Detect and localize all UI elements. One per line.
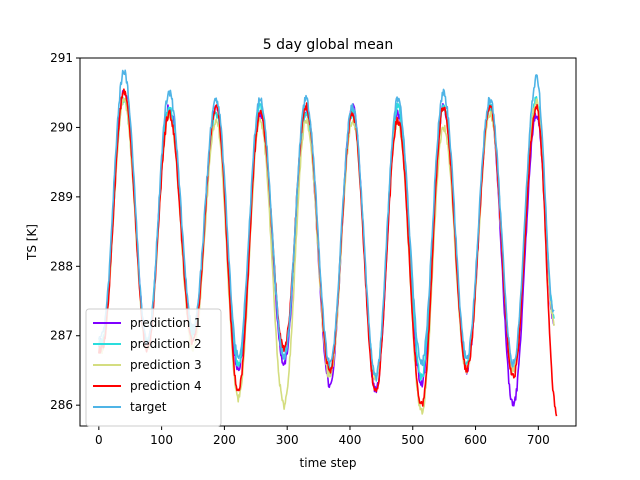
legend-label: prediction 3: [130, 358, 202, 372]
axes-frame: [79, 57, 577, 427]
x-tick-label: 300: [276, 433, 299, 447]
y-axis-label: TS [K]: [25, 224, 39, 261]
legend-label: prediction 2: [130, 337, 202, 351]
y-tick-label: 286: [50, 398, 73, 412]
x-tick-label: 700: [527, 433, 550, 447]
x-tick-label: 600: [464, 433, 487, 447]
chart-title: 5 day global mean: [263, 37, 393, 53]
y-tick-label: 288: [50, 259, 73, 273]
legend-label: target: [130, 400, 167, 414]
y-tick-label: 291: [50, 51, 73, 65]
x-tick-label: 200: [213, 433, 236, 447]
x-axis-ticks: 0 100 200 300 400 500 600 700: [95, 426, 550, 447]
y-tick-label: 287: [50, 329, 73, 343]
legend: prediction 1 prediction 2 prediction 3 pred…: [85, 308, 222, 427]
x-axis-label: time step: [300, 456, 357, 470]
series-line-5: [98, 69, 555, 381]
legend-label: prediction 4: [130, 379, 202, 393]
series-line-4: [98, 88, 558, 417]
y-tick-label: 290: [50, 120, 73, 134]
x-tick-label: 100: [150, 433, 173, 447]
y-axis-ticks: 286 287 288 289 290 291: [50, 51, 80, 412]
x-tick-label: 0: [95, 433, 103, 447]
legend-label: prediction 1: [130, 316, 202, 330]
plot-area: [98, 69, 558, 417]
legend-box: [85, 308, 222, 427]
x-tick-label: 400: [339, 433, 362, 447]
y-tick-label: 289: [50, 190, 73, 204]
x-tick-label: 500: [401, 433, 424, 447]
